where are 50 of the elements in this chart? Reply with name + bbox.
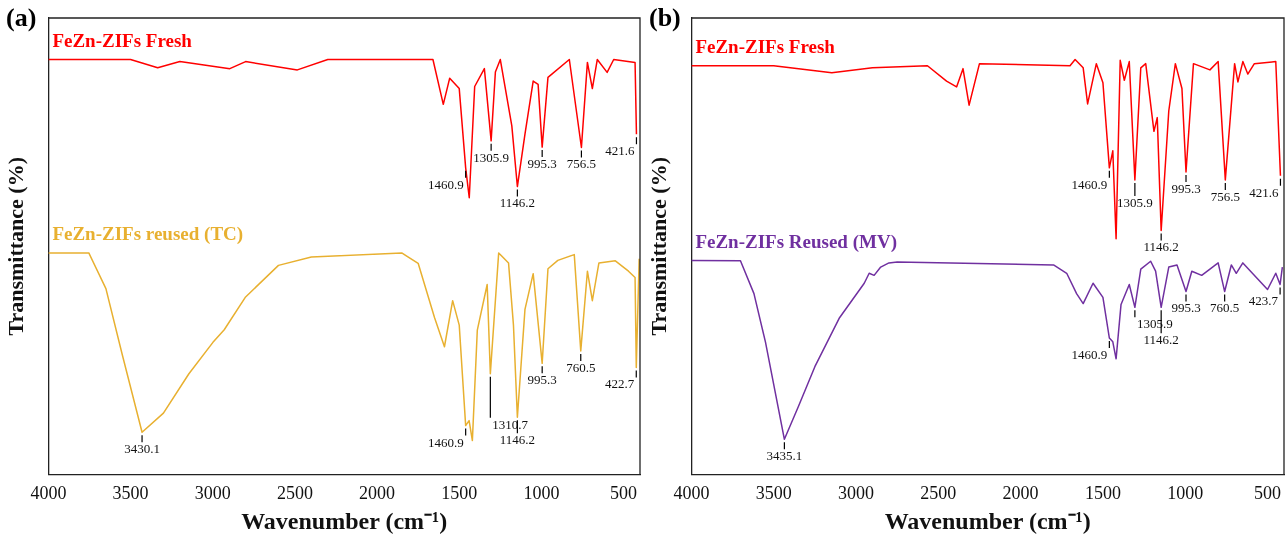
x-tick-label: 4000 [30,483,67,504]
y-axis-title: Transmittance (%) [645,156,671,336]
x-tick-label: 2500 [920,483,957,504]
annotation: 756.5 [1210,188,1240,204]
annotation: 421.6 [1249,184,1279,200]
x-axis-title: Wavenumber (cm⁻¹) [241,507,448,534]
annotation: 995.3 [527,156,557,172]
annotation: 1305.9 [1117,194,1153,210]
x-tick-label: 3000 [194,483,231,504]
annotation: 760.5 [1210,300,1240,316]
x-tick-label: 2000 [359,483,396,504]
annotation: 423.7 [1248,293,1279,309]
x-tick-label: 500 [1254,483,1282,504]
x-tick-label: 1000 [523,483,560,504]
x-tick-label: 1000 [1167,483,1204,504]
series-label: FeZn-ZIFs Fresh [52,29,193,51]
annotation: 3430.1 [124,441,160,457]
chart-title: (a) [6,2,37,32]
annotation: 760.5 [566,359,596,375]
x-tick-label: 3000 [838,483,875,504]
annotation: 1460.9 [1071,346,1108,362]
series-label: FeZn-ZIFs reused (TC) [52,223,244,246]
x-tick-label: 3500 [755,483,792,504]
annotation: 1460.9 [427,434,464,450]
annotation: 1460.9 [1071,176,1108,192]
annotation: 995.3 [1171,300,1201,316]
series-label: FeZn-ZIFs Fresh [695,36,836,58]
x-tick-label: 500 [610,483,638,504]
annotation: 3435.1 [766,448,803,464]
annotation: 756.5 [566,156,597,172]
y-axis-title: Transmittance (%) [2,156,28,336]
x-tick-label: 2000 [1002,483,1039,504]
annotation: 1146.2 [1143,332,1179,348]
x-tick-label: 1500 [1084,483,1121,504]
x-tick-label: 3500 [112,483,149,504]
annotation: 995.3 [1171,180,1201,196]
x-tick-label: 2500 [276,483,313,504]
annotation: 1305.9 [473,149,510,165]
chart-title: (b) [649,2,681,32]
annotation: 995.3 [527,372,557,388]
annotation: 1146.2 [1143,239,1179,255]
x-tick-label: 4000 [673,483,710,504]
annotation: 421.6 [605,143,635,159]
annotation: 422.7 [605,376,635,392]
series-label: FeZn-ZIFs Reused (MV) [695,230,898,253]
x-tick-label: 1500 [441,483,478,504]
annotation: 1146.2 [499,432,536,448]
annotation: 1146.2 [499,195,536,211]
x-axis-title: Wavenumber (cm⁻¹) [884,507,1091,534]
annotation: 1460.9 [427,176,464,192]
